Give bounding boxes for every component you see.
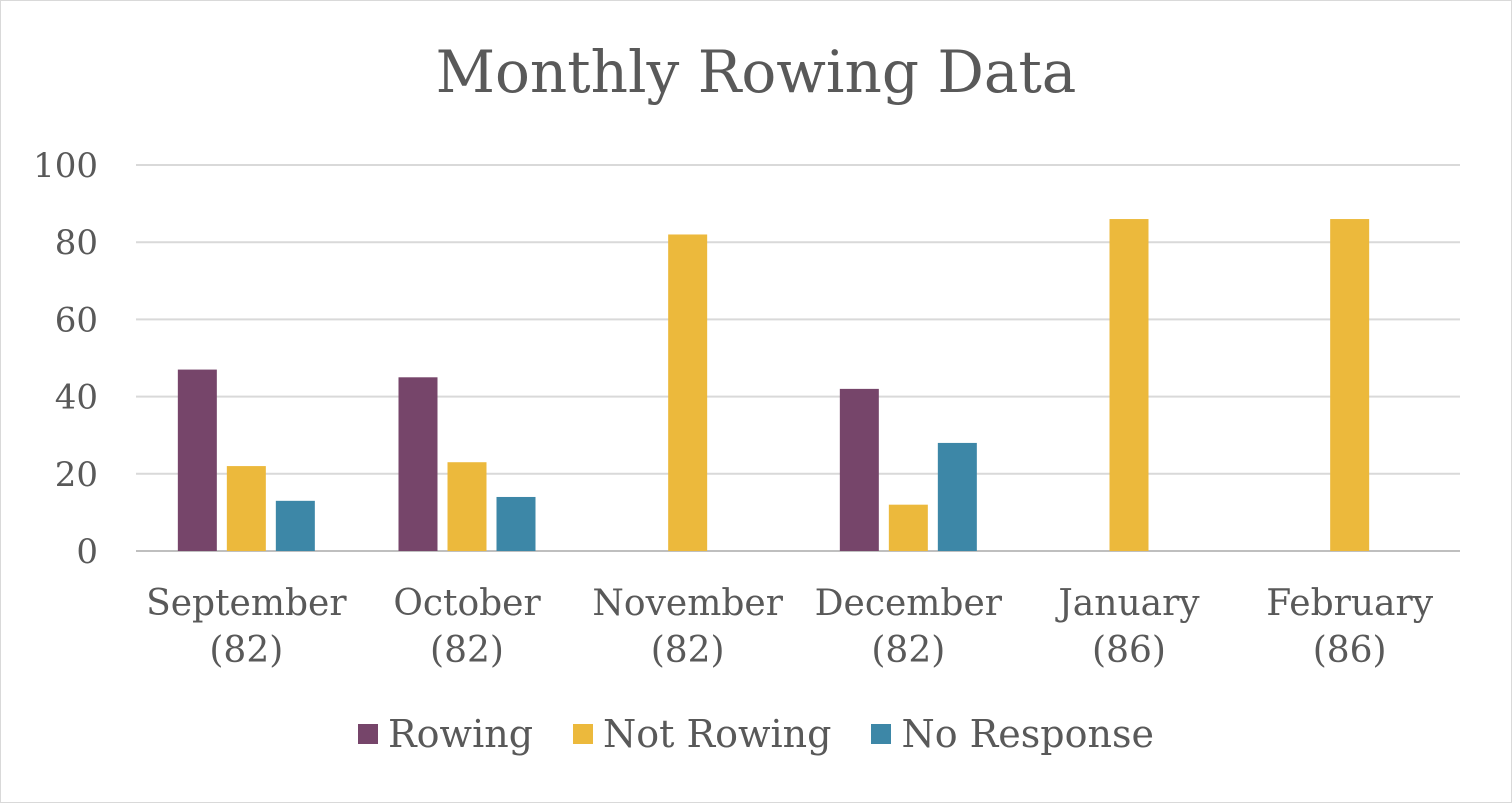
x-tick-label: September	[146, 583, 347, 624]
bar-rowing-3	[839, 388, 879, 551]
x-tick-sublabel: (82)	[871, 630, 945, 671]
bar-no-response-3	[937, 442, 977, 551]
legend: Rowing Not Rowing No Response	[0, 712, 1512, 756]
legend-label-not-rowing: Not Rowing	[603, 712, 832, 756]
bar-no-response-0	[275, 500, 315, 551]
x-axis-ticks: September (82) October (82) November (82) Dece…	[146, 583, 1434, 671]
bar-rowing-0	[177, 369, 217, 551]
y-tick-label: 60	[55, 300, 98, 340]
bar-not-rowing-5	[1330, 219, 1370, 552]
bar-not-rowing-2	[668, 234, 708, 552]
legend-swatch-no-response	[871, 724, 892, 744]
bars	[177, 219, 1370, 552]
bar-no-response-1	[496, 496, 536, 551]
x-tick-sublabel: (82)	[209, 630, 283, 671]
legend-item-not-rowing: Not Rowing	[573, 712, 831, 756]
legend-label-rowing: Rowing	[388, 712, 534, 756]
y-tick-label: 0	[76, 532, 98, 572]
bar-rowing-1	[398, 377, 438, 551]
y-axis-ticks: 0 20 40 60 80 100	[33, 146, 98, 572]
bar-not-rowing-3	[888, 504, 928, 551]
gridlines	[136, 164, 1460, 552]
x-tick-label: October	[393, 583, 541, 624]
y-tick-label: 40	[55, 378, 98, 418]
legend-label-no-response: No Response	[901, 712, 1154, 756]
x-tick-sublabel: (82)	[430, 630, 504, 671]
x-tick-label: December	[815, 583, 1003, 624]
chart-title: Monthly Rowing Data	[435, 38, 1077, 106]
legend-swatch-rowing	[358, 724, 379, 744]
x-tick-sublabel: (82)	[651, 630, 725, 671]
y-tick-label: 100	[33, 146, 98, 186]
x-tick-label: February	[1266, 583, 1433, 624]
x-tick-label: January	[1054, 583, 1200, 624]
bar-not-rowing-0	[226, 466, 266, 551]
x-tick-sublabel: (86)	[1313, 630, 1387, 671]
legend-item-rowing: Rowing	[358, 712, 533, 756]
x-tick-sublabel: (86)	[1092, 630, 1166, 671]
y-tick-label: 80	[55, 223, 98, 263]
bar-not-rowing-4	[1109, 219, 1149, 552]
legend-swatch-not-rowing	[573, 724, 594, 744]
x-tick-label: November	[592, 583, 783, 624]
bar-not-rowing-1	[447, 462, 487, 551]
y-tick-label: 20	[55, 455, 98, 495]
legend-item-no-response: No Response	[871, 712, 1154, 756]
